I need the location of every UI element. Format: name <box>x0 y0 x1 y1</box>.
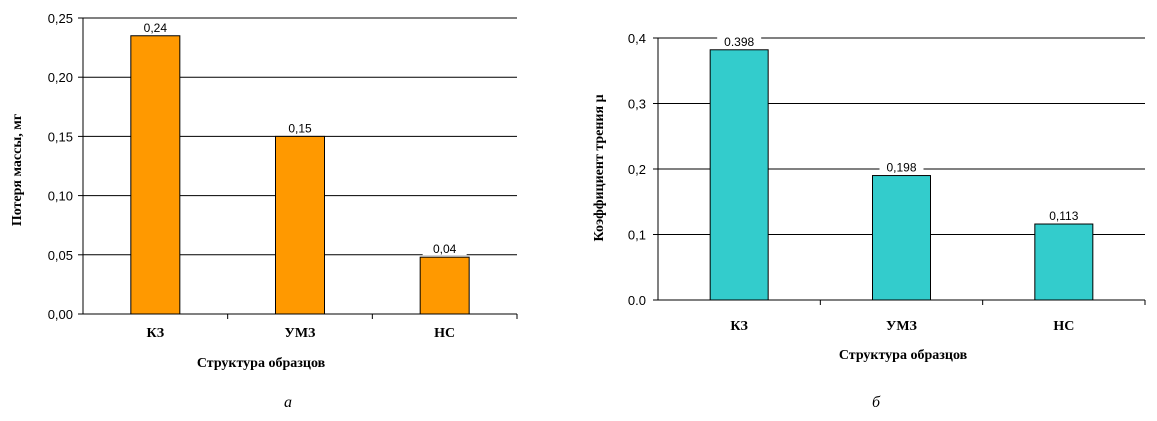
bar <box>872 175 931 301</box>
y-axis-title: Коэффициент трения μ <box>592 94 607 241</box>
x-axis-title: Структура образцов <box>197 356 326 371</box>
y-tick-label: 0,3 <box>628 97 646 112</box>
y-tick-label: 0,1 <box>628 228 646 243</box>
panel-label: а <box>284 394 292 411</box>
bar <box>419 256 470 315</box>
value-label-bg <box>422 241 467 256</box>
value-label: 0,113 <box>1049 209 1078 223</box>
category-label: УМЗ <box>886 319 917 334</box>
axes <box>657 38 1146 305</box>
y-tick-labels: 0.0 0,1 0,2 0,3 0,4 <box>628 31 658 308</box>
y-tick-label: 0,15 <box>48 129 73 144</box>
category-label: КЗ <box>730 319 748 334</box>
y-axis-title: Потеря массы, мг <box>10 114 25 226</box>
y-tick-label: 0,20 <box>48 70 73 85</box>
bar <box>1034 223 1094 301</box>
y-tick-label: 0,25 <box>48 11 73 26</box>
y-tick-label: 0,10 <box>48 189 73 204</box>
y-tick-label: 0,05 <box>48 248 73 263</box>
category-label: УМЗ <box>285 326 316 341</box>
y-tick-labels: 0,00 0,05 0,10 0,15 0,20 0,25 <box>48 11 83 322</box>
value-label-bg <box>879 159 924 174</box>
axes <box>82 18 518 319</box>
bar <box>709 49 769 301</box>
y-tick-label: 0,00 <box>48 307 73 322</box>
bars <box>709 49 1094 301</box>
x-axis-title: Структура образцов <box>839 348 968 363</box>
value-label: 0,198 <box>886 161 916 175</box>
y-tick-label: 0,4 <box>628 31 646 46</box>
value-labels: 0.398 0,198 0,113 <box>717 33 1086 223</box>
value-label: 0,04 <box>433 242 457 256</box>
category-labels: КЗ УМЗ НС <box>147 326 456 341</box>
value-labels: 0,24 0,15 0,04 <box>133 19 467 256</box>
value-label: 0,24 <box>144 21 168 35</box>
category-label: НС <box>1053 319 1074 334</box>
value-label-bg <box>278 120 322 135</box>
value-label-bg <box>717 33 762 48</box>
value-label-bg <box>133 19 178 34</box>
bar <box>130 35 181 315</box>
category-label: КЗ <box>147 326 165 341</box>
panel-label: б <box>872 394 881 411</box>
category-label: НС <box>434 326 455 341</box>
category-labels: КЗ УМЗ НС <box>730 319 1074 334</box>
y-tick-label: 0,2 <box>628 162 646 177</box>
bars <box>130 35 470 315</box>
chart-mass-loss: 0,00 0,05 0,10 0,15 0,20 0,25 0,24 0,15 0,04 КЗ… <box>10 11 518 411</box>
bar <box>275 135 325 315</box>
value-label-bg <box>1041 208 1086 223</box>
value-label: 0.398 <box>724 35 754 49</box>
y-tick-label: 0.0 <box>628 293 646 308</box>
value-label: 0,15 <box>288 121 312 135</box>
